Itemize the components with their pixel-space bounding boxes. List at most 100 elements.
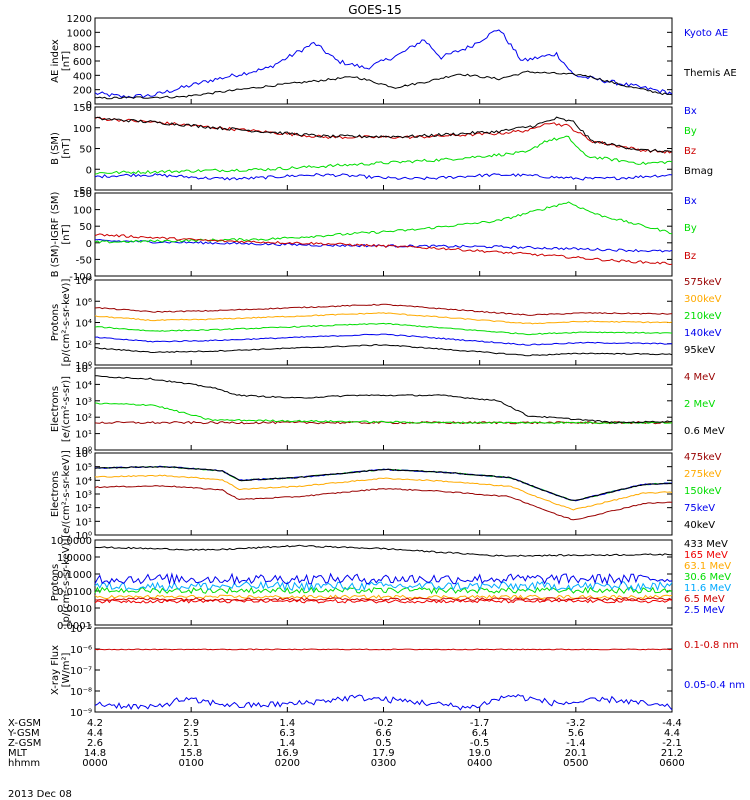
orbit-value: 4.2 (87, 718, 103, 729)
y-tick-label: 10¹ (75, 517, 92, 528)
y-tick-label: 10⁰ (75, 531, 92, 542)
y-axis-label: [nT] (61, 138, 72, 158)
series-line-30-6-mev (94, 586, 673, 595)
y-axis-label: B (SM)-IGRF (SM) (50, 192, 61, 278)
legend-entry: 150keV (684, 486, 722, 497)
series-line-165-mev (94, 598, 673, 604)
series-line-150kev (95, 465, 673, 502)
orbit-value: 4.4 (87, 728, 103, 739)
orbit-value: 2.1 (183, 738, 199, 749)
legend-entry: 575keV (684, 277, 722, 288)
y-tick-label: 10⁶ (75, 449, 92, 460)
legend-entry: 4 MeV (684, 372, 715, 383)
orbit-value: 19.0 (469, 748, 491, 759)
time-axis: X-GSM 4.2 2.9 1.4 -0.2 -1.7 -3.2 -4.4 Y-GSM 4.4 5.… (7, 718, 685, 769)
y-tick-label: 10⁴ (75, 319, 92, 330)
series-line-210kev (94, 322, 673, 336)
orbit-value: 0400 (467, 758, 492, 769)
series-line-bz (94, 233, 673, 266)
orbit-value: -2.1 (662, 738, 682, 749)
legend-entry: Bx (684, 196, 697, 207)
y-tick-label: 1200 (67, 14, 92, 25)
y-tick-label: 100 (73, 206, 92, 217)
legend-entry: 475keV (684, 452, 722, 463)
y-tick-label: -100 (69, 272, 92, 283)
y-axis-label: Protons (50, 564, 61, 601)
legend-entry: 30.6 MeV (684, 572, 731, 583)
orbit-value: 0300 (371, 758, 396, 769)
y-tick-label: 10.0000 (51, 536, 92, 547)
y-axis-label: Protons (50, 304, 61, 341)
orbit-value: 5.6 (568, 728, 584, 739)
y-tick-label: 10⁻⁶ (70, 645, 92, 656)
orbit-value: -3.2 (566, 718, 586, 729)
y-tick-label: 10⁸ (75, 276, 92, 287)
y-tick-label: 150 (73, 189, 92, 200)
y-tick-label: 10⁰ (75, 361, 92, 372)
y-axis-label: [e/(cm²-s-sr-keV)] (61, 450, 72, 538)
orbit-row-label: MLT (8, 748, 28, 759)
series-line-40kev (94, 466, 673, 501)
panel-3: 10⁰ 10² 10⁴ 10⁶ 10⁸ Protons [p/(cm²-s-sr-keV)]… (50, 276, 722, 372)
orbit-value: -1.4 (566, 738, 586, 749)
panel-frame (94, 192, 673, 277)
legend-entry: 2.5 MeV (684, 605, 725, 616)
orbit-value: 2.6 (87, 738, 103, 749)
series-line-475kev (94, 485, 673, 521)
legend-entry: 6.5 MeV (684, 594, 725, 605)
y-tick-label: -50 (76, 186, 92, 197)
panel-4: 10⁰ 10¹ 10² 10³ 10⁴ 10⁵ Electrons [e/(cm²-s-sr)… (50, 364, 725, 457)
panel-frame (94, 627, 673, 713)
legend-entry: By (684, 223, 697, 234)
orbit-value: -0.2 (374, 718, 394, 729)
panel-frame (94, 452, 673, 536)
orbit-value: 16.9 (276, 748, 298, 759)
orbit-value: -0.5 (470, 738, 490, 749)
orbit-value: 6.4 (472, 728, 488, 739)
y-tick-label: -50 (76, 255, 92, 266)
y-axis-label: Electrons (50, 386, 61, 432)
y-axis-label: Electrons (50, 471, 61, 517)
y-tick-label: 10⁵ (75, 463, 92, 474)
figure-title: GOES-15 (348, 3, 402, 17)
y-tick-label: 1.0000 (57, 553, 92, 564)
legend-entry: 300keV (684, 294, 722, 305)
series-line-433-mev (94, 544, 673, 557)
y-tick-label: 400 (73, 71, 92, 82)
y-tick-label: 800 (73, 43, 92, 54)
orbit-value: 6.3 (279, 728, 295, 739)
legend-entry: Bmag (684, 166, 713, 177)
orbit-value: 4.4 (664, 728, 680, 739)
y-tick-label: 10³ (75, 490, 92, 501)
y-axis-label: [p/(cm²-s-sr-keV)] (61, 279, 72, 367)
date-label: 2013 Dec 08 (8, 789, 72, 800)
y-tick-label: 600 (73, 57, 92, 68)
orbit-value: 6.6 (376, 728, 392, 739)
series-line-0-05-0-4-nm (94, 693, 673, 711)
legend-entry: 165 MeV (684, 550, 728, 561)
orbit-value: 17.9 (372, 748, 394, 759)
orbit-value: 14.8 (84, 748, 106, 759)
legend-entry: 433 MeV (684, 539, 728, 550)
y-tick-label: 10¹ (75, 430, 92, 441)
legend-entry: 0.1-0.8 nm (684, 640, 739, 651)
series-line-by (94, 201, 673, 244)
orbit-row-label: X-GSM (8, 718, 41, 729)
legend-entry: Bz (684, 146, 696, 157)
y-tick-label: 0.0010 (57, 604, 92, 615)
y-tick-label: 10² (75, 340, 92, 351)
orbit-value: 2.9 (183, 718, 199, 729)
y-tick-label: 10⁻⁷ (70, 666, 92, 677)
y-axis-label: [nT] (61, 224, 72, 244)
series-line-by (94, 135, 673, 175)
legend-entry: 275keV (684, 469, 722, 480)
legend-entry: Themis AE (683, 68, 737, 79)
y-tick-label: 10⁰ (75, 446, 92, 457)
y-tick-label: 0 (86, 165, 92, 176)
y-tick-label: 0.0100 (57, 587, 92, 598)
series-line-300kev (94, 312, 673, 325)
y-axis-label: [W/m²] (61, 652, 72, 687)
y-tick-label: 50 (79, 145, 92, 156)
legend-entry: 11.6 MeV (684, 583, 731, 594)
